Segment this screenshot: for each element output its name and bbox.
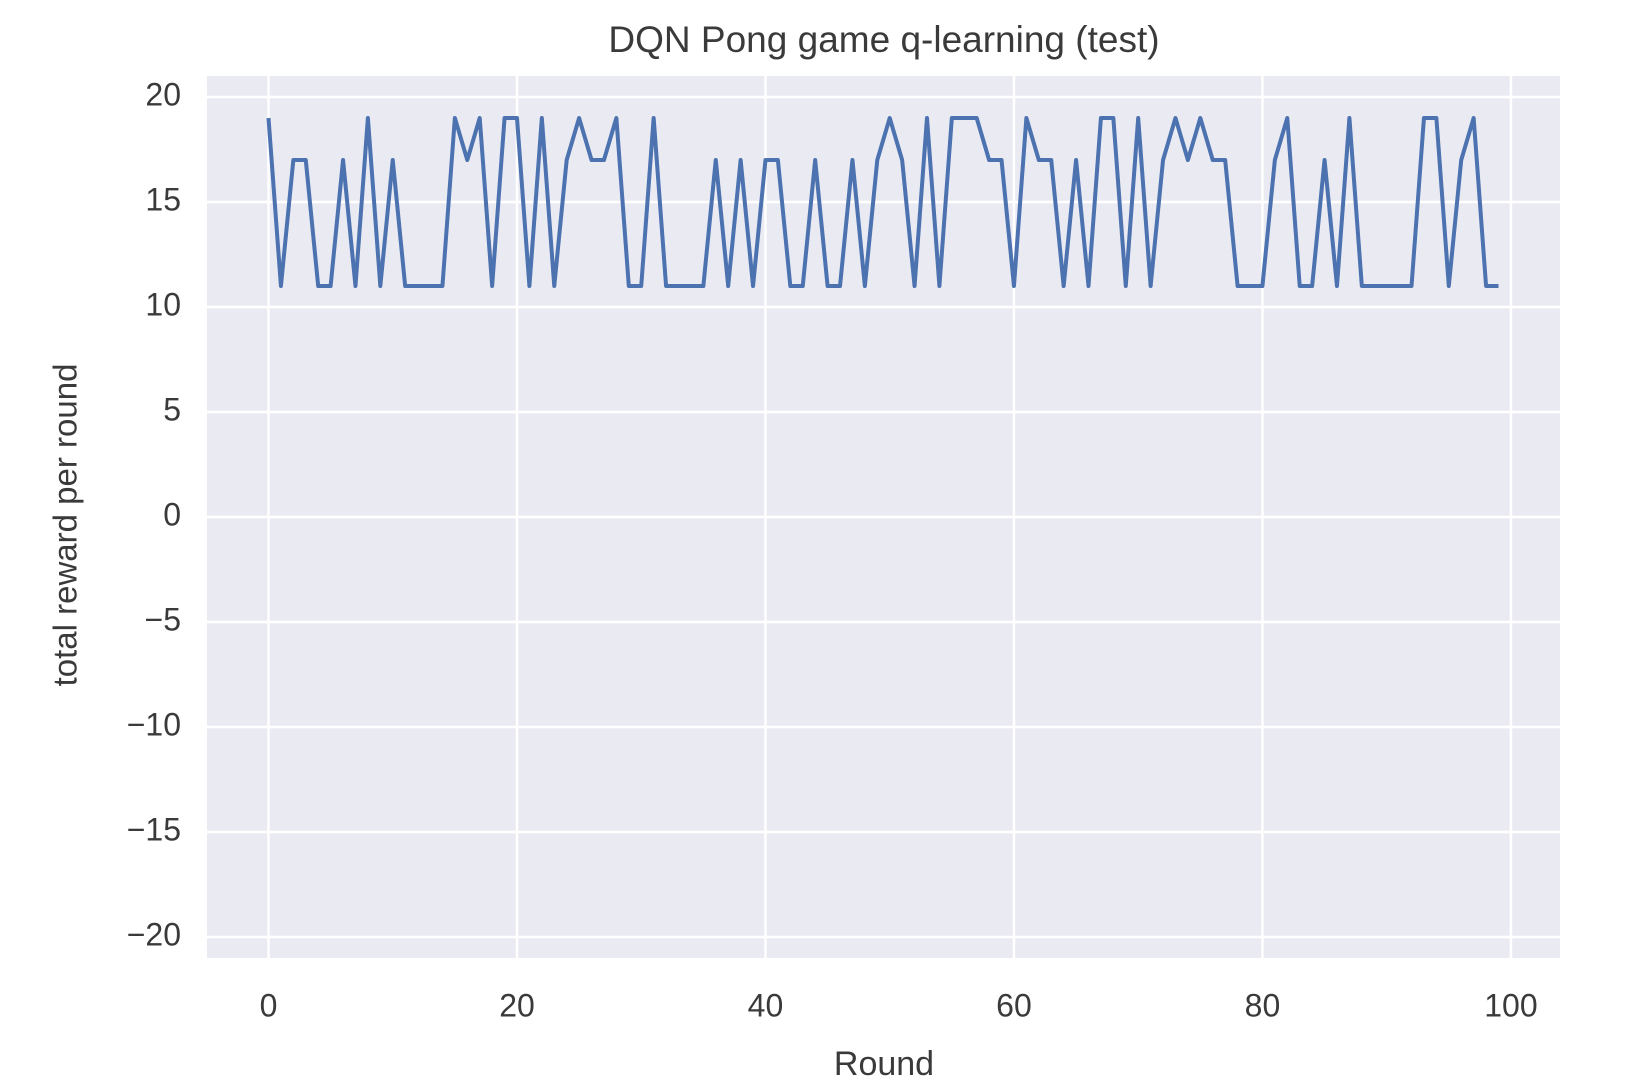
y-tick-label: 10 xyxy=(145,286,181,322)
x-axis-label: Round xyxy=(834,1045,934,1083)
chart-title: DQN Pong game q-learning (test) xyxy=(608,19,1159,60)
y-tick-label: −20 xyxy=(127,916,181,952)
x-tick-label: 60 xyxy=(996,987,1032,1023)
y-axis-label: total reward per round xyxy=(47,364,84,687)
y-tick-label: 15 xyxy=(145,181,181,217)
y-tick-label: 5 xyxy=(163,391,181,427)
y-tick-label: −5 xyxy=(145,601,181,637)
y-tick-label: 20 xyxy=(145,76,181,112)
y-tick-label: 0 xyxy=(163,496,181,532)
y-tick-label: −10 xyxy=(127,706,181,742)
data-line xyxy=(266,116,1499,288)
y-tick-label: −15 xyxy=(127,811,181,847)
x-tick-label: 20 xyxy=(499,987,535,1023)
x-tick-label: 0 xyxy=(260,987,278,1023)
x-tick-label: 100 xyxy=(1484,987,1537,1023)
x-tick-label: 80 xyxy=(1245,987,1281,1023)
x-tick-label: 40 xyxy=(748,987,784,1023)
